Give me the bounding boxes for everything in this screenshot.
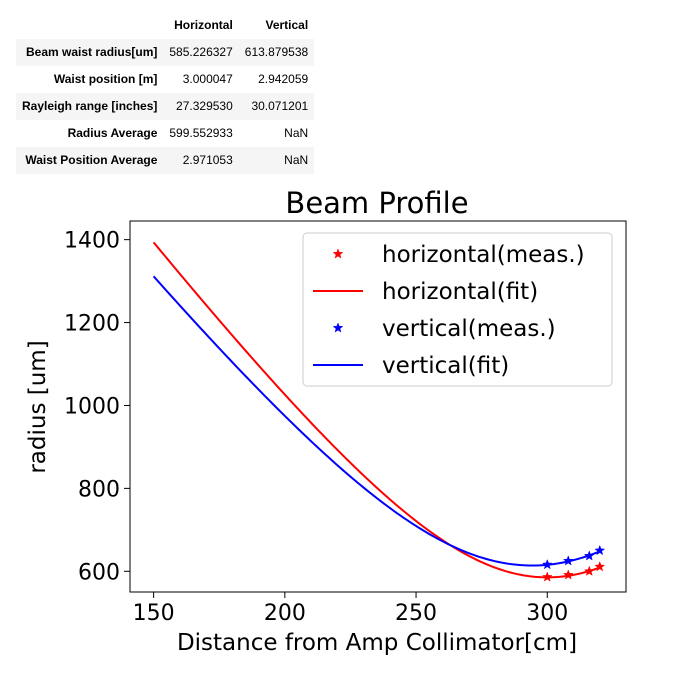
row-label: Beam waist radius[um] <box>26 45 158 59</box>
chart-title: Beam Profile <box>285 186 468 220</box>
axes-frame <box>129 220 627 593</box>
cell-vertical: 613.879538 <box>244 45 309 59</box>
cell-horizontal: 2.971053 <box>182 153 233 167</box>
y-axis: 600 800 1000 1200 1400 <box>64 229 130 585</box>
y-tick-label: 1000 <box>64 394 120 419</box>
legend-label: horizontal(meas.) <box>382 242 585 268</box>
row-label: Rayleigh range [inches] <box>22 99 158 113</box>
table-row: Beam waist radius[um] 585.226327 613.879… <box>16 39 315 66</box>
cell-vertical: 2.942059 <box>258 72 309 86</box>
series-line-vertical-fit- <box>152 275 601 567</box>
legend-box <box>302 232 613 387</box>
legend: horizontal(meas.) horizontal(fit) vertical… <box>302 232 613 387</box>
cell-horizontal: 585.226327 <box>169 45 233 59</box>
cell-horizontal: 599.552933 <box>169 126 233 140</box>
row-label: Waist position [m] <box>53 72 158 86</box>
x-tick-label: 200 <box>264 601 306 626</box>
y-tick-label: 800 <box>78 477 120 502</box>
data-point <box>594 544 606 556</box>
legend-label: horizontal(fit) <box>382 279 538 305</box>
y-tick-label: 600 <box>78 560 120 585</box>
table-row: Waist position [m] 3.000047 2.942059 <box>16 66 314 93</box>
data-point <box>583 565 595 576</box>
y-axis-label: radius [um] <box>25 340 51 473</box>
x-tick-label: 300 <box>526 601 568 626</box>
table-header-row: Horizontal Vertical <box>16 12 314 39</box>
table-row: Radius Average 599.552933 NaN <box>16 120 314 147</box>
table-header-vertical: Vertical <box>265 18 309 32</box>
x-axis-label: Distance from Amp Collimator[cm] <box>177 630 577 656</box>
table-row: Waist Position Average 2.971053 NaN <box>16 147 315 174</box>
x-tick-label: 250 <box>395 601 437 626</box>
y-tick-label: 1400 <box>64 229 120 254</box>
data-point <box>583 550 595 561</box>
x-axis: 150 200 250 300 <box>133 592 568 626</box>
series-line-horizontal-fit- <box>152 241 601 579</box>
beam-parameters-table: Horizontal Vertical Beam waist radius[um… <box>16 12 315 174</box>
data-point <box>541 571 553 582</box>
cell-horizontal: 27.329530 <box>176 99 233 113</box>
cell-vertical: 30.071201 <box>251 99 309 113</box>
data-point <box>594 560 606 572</box>
data-point <box>541 558 553 570</box>
data-point <box>562 555 574 566</box>
cell-vertical: NaN <box>284 153 309 167</box>
table-header-blank <box>16 12 163 39</box>
beam-profile-chart: Beam Profile 150 200 250 300 600 800 1000 1200… <box>25 186 627 656</box>
plot-area <box>152 241 606 582</box>
cell-vertical: NaN <box>284 126 309 140</box>
legend-label: vertical(fit) <box>382 353 509 379</box>
table-row: Rayleigh range [inches] 27.329530 30.071… <box>16 93 315 120</box>
row-label: Waist Position Average <box>25 153 158 167</box>
legend-marker <box>332 248 344 259</box>
row-label: Radius Average <box>67 126 158 140</box>
data-point <box>562 569 574 580</box>
legend-marker <box>332 322 344 333</box>
legend-label: vertical(meas.) <box>382 316 556 342</box>
table-header-horizontal: Horizontal <box>174 18 233 32</box>
x-tick-label: 150 <box>133 601 175 626</box>
y-tick-label: 1200 <box>64 312 120 337</box>
cell-horizontal: 3.000047 <box>182 72 233 86</box>
